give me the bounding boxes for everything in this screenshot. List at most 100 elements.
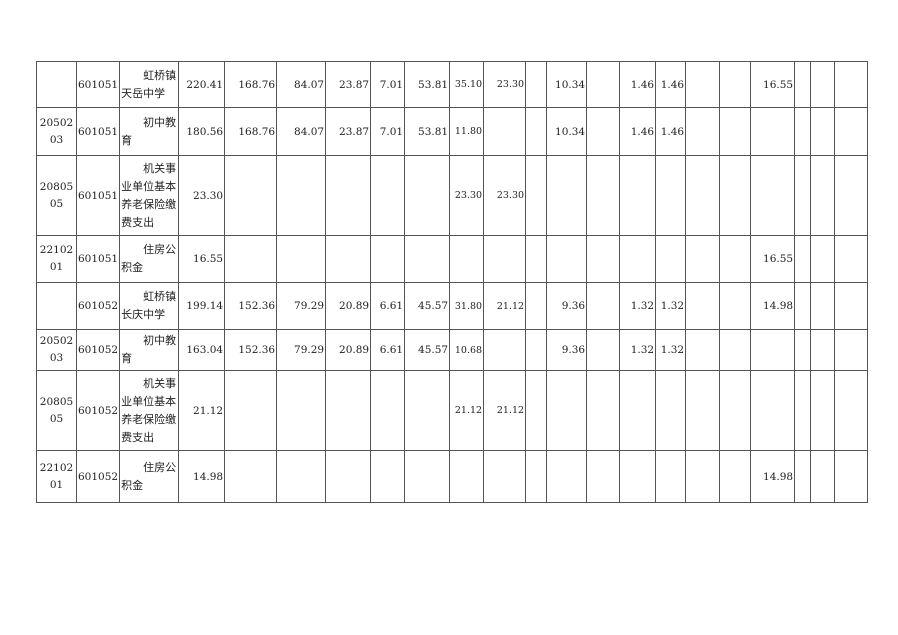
unit-code-cell: 601051 (75, 235, 121, 283)
unit-code-cell: 601051 (75, 61, 121, 108)
amount-cell (525, 155, 548, 236)
amount-cell: 53.81 (404, 107, 451, 156)
subject-code-cell: 2210201 (36, 450, 77, 503)
amount-cell: 45.57 (404, 329, 451, 371)
amount-cell (276, 235, 327, 283)
amount-cell (794, 107, 812, 156)
amount-cell: 53.81 (404, 61, 451, 108)
subject-code-cell: 2050203 (36, 329, 77, 371)
amount-cell (525, 235, 548, 283)
amount-cell: 14.98 (750, 282, 796, 330)
amount-cell (655, 450, 687, 503)
amount-cell: 9.36 (546, 329, 588, 371)
amount-cell: 7.01 (370, 61, 406, 108)
amount-cell (794, 282, 812, 330)
amount-cell: 20.89 (325, 282, 372, 330)
amount-cell: 79.29 (276, 282, 327, 330)
amount-cell (750, 107, 796, 156)
unit-code-cell: 601052 (75, 329, 121, 371)
amount-cell (546, 450, 588, 503)
amount-cell (525, 107, 548, 156)
amount-cell (719, 61, 752, 108)
amount-cell (483, 235, 527, 283)
amount-cell (619, 370, 657, 451)
amount-cell (404, 450, 451, 503)
amount-cell (586, 235, 621, 283)
item-name-cell: 机关事业单位基本养老保险缴费支出 (119, 370, 180, 451)
amount-cell (834, 107, 869, 156)
table-row: 2050203 601051 初中教育 180.56 168.76 84.07 23.87 7… (36, 107, 869, 156)
amount-cell (370, 155, 406, 236)
amount-cell (525, 450, 548, 503)
table-row: 2210201 601051 住房公积金 16.55 16.55 (36, 235, 869, 283)
amount-cell: 11.80 (449, 107, 485, 156)
amount-cell (525, 370, 548, 451)
amount-cell (719, 329, 752, 371)
amount-cell (325, 235, 372, 283)
amount-cell: 45.57 (404, 282, 451, 330)
amount-cell: 16.55 (750, 235, 796, 283)
amount-cell (276, 155, 327, 236)
item-name-cell: 虹桥镇天岳中学 (119, 61, 180, 108)
amount-cell: 35.10 (449, 61, 485, 108)
amount-cell (586, 107, 621, 156)
amount-cell (834, 282, 869, 330)
amount-cell: 10.68 (449, 329, 485, 371)
amount-cell (586, 370, 621, 451)
amount-cell (685, 61, 721, 108)
amount-cell (719, 107, 752, 156)
amount-cell (276, 370, 327, 451)
unit-code-cell: 601051 (75, 155, 121, 236)
amount-cell: 14.98 (750, 450, 796, 503)
budget-table: 601051 虹桥镇天岳中学 220.41 168.76 84.07 23.87 7.01 5… (36, 61, 869, 503)
amount-cell (525, 282, 548, 330)
amount-cell (834, 155, 869, 236)
amount-cell: 1.32 (619, 282, 657, 330)
item-name-cell: 初中教育 (119, 329, 180, 371)
unit-code-cell: 601052 (75, 282, 121, 330)
amount-cell: 1.46 (619, 61, 657, 108)
amount-cell (719, 450, 752, 503)
table-row: 2080505 601051 机关事业单位基本养老保险缴费支出 23.30 23.30 2… (36, 155, 869, 236)
amount-cell (325, 155, 372, 236)
amount-cell (810, 329, 836, 371)
amount-cell (619, 155, 657, 236)
amount-cell (794, 235, 812, 283)
amount-cell: 199.14 (178, 282, 226, 330)
amount-cell (685, 450, 721, 503)
amount-cell: 1.46 (655, 61, 687, 108)
amount-cell (483, 329, 527, 371)
amount-cell: 23.30 (483, 155, 527, 236)
amount-cell (449, 235, 485, 283)
amount-cell: 23.30 (483, 61, 527, 108)
amount-cell (370, 370, 406, 451)
amount-cell (586, 155, 621, 236)
amount-cell (719, 282, 752, 330)
amount-cell (810, 235, 836, 283)
amount-cell (449, 450, 485, 503)
unit-code-cell: 601051 (75, 107, 121, 156)
amount-cell (750, 370, 796, 451)
amount-cell (810, 107, 836, 156)
amount-cell (750, 155, 796, 236)
amount-cell: 14.98 (178, 450, 226, 503)
amount-cell (483, 450, 527, 503)
subject-code-cell: 2080505 (36, 155, 77, 236)
amount-cell (834, 61, 869, 108)
amount-cell: 10.34 (546, 61, 588, 108)
subject-code-cell (36, 282, 77, 330)
amount-cell: 79.29 (276, 329, 327, 371)
subject-code-cell: 2210201 (36, 235, 77, 283)
amount-cell (794, 61, 812, 108)
amount-cell (404, 235, 451, 283)
amount-cell: 1.32 (619, 329, 657, 371)
subject-code-cell: 2050203 (36, 107, 77, 156)
amount-cell (546, 235, 588, 283)
amount-cell (525, 329, 548, 371)
table-row: 2080505 601052 机关事业单位基本养老保险缴费支出 21.12 21.12 2… (36, 370, 869, 451)
amount-cell (325, 450, 372, 503)
table-row: 2210201 601052 住房公积金 14.98 14.98 (36, 450, 869, 503)
amount-cell: 23.87 (325, 61, 372, 108)
table-row: 601052 虹桥镇长庆中学 199.14 152.36 79.29 20.89 6.61 4… (36, 282, 869, 330)
amount-cell (404, 370, 451, 451)
